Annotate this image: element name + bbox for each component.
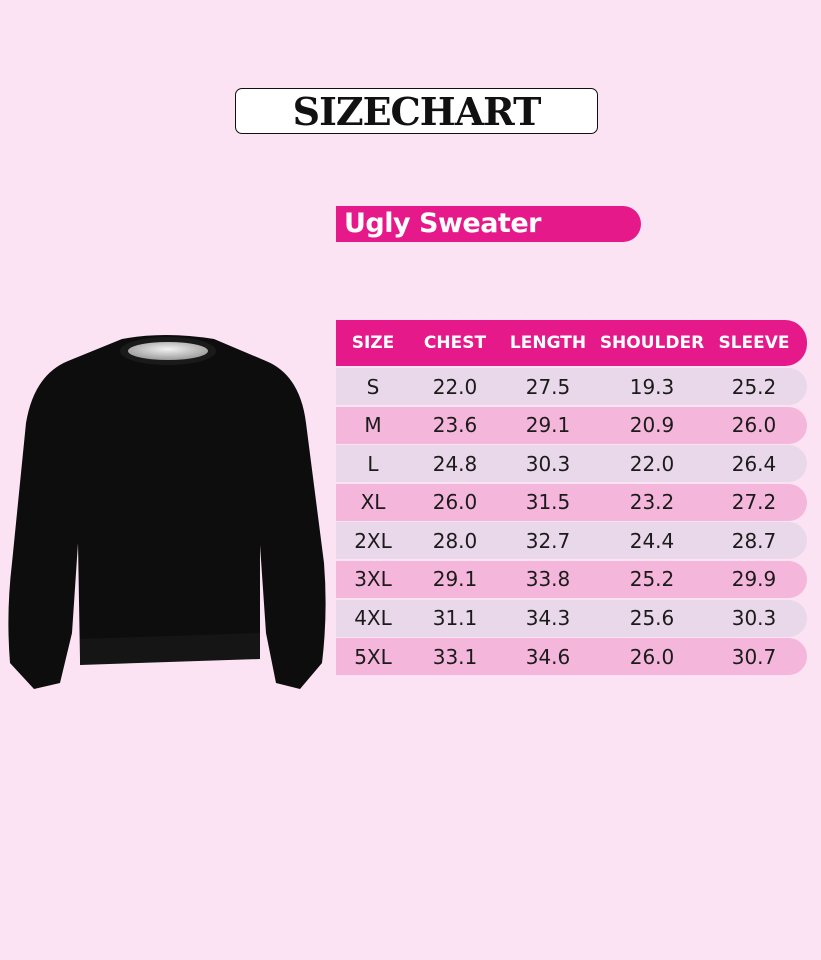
table-cell: 20.9 [629,413,675,438]
table-cell: 25.6 [629,606,675,631]
table-cell: 29.1 [525,413,571,438]
table-cell: 24.8 [432,451,478,476]
table-cell: 31.5 [525,490,571,515]
header-shoulder: SHOULDER [599,333,705,353]
table-cell: 34.3 [525,606,571,631]
table-row: 4XL 31.1 34.3 25.6 30.3 [336,599,807,637]
table-cell: 23.6 [432,413,478,438]
black-sweater-image [8,335,326,689]
table-cell: 27.5 [525,374,571,399]
table-row: S 22.0 27.5 19.3 25.2 [336,368,807,405]
table-cell: 5XL [354,644,392,669]
table-row: L 24.8 30.3 22.0 26.4 [336,445,807,483]
table-row: 3XL 29.1 33.8 25.2 29.9 [336,560,807,598]
table-cell: 25.2 [629,567,675,592]
title-text: SIZECHART [292,88,542,134]
table-cell: 32.7 [525,528,571,553]
table-cell: 25.2 [731,374,777,399]
table-cell: 19.3 [629,374,675,399]
table-row: 2XL 28.0 32.7 24.4 28.7 [336,522,807,560]
table-cell: 3XL [354,567,392,592]
header-sleeve: SLEEVE [718,333,790,353]
table-cell: 22.0 [432,374,478,399]
table-cell: 24.4 [629,528,675,553]
size-chart-title: SIZECHART [235,88,598,134]
table-cell: M [364,413,382,438]
table-row: 5XL 33.1 34.6 26.0 30.7 [336,638,807,676]
table-cell: 27.2 [731,490,777,515]
table-cell: 2XL [354,528,392,553]
table-cell: 22.0 [629,451,675,476]
table-cell: 23.2 [629,490,675,515]
table-cell: 34.6 [525,644,571,669]
table-cell: 28.0 [432,528,478,553]
product-label: Ugly Sweater [336,206,641,242]
table-cell: 26.0 [629,644,675,669]
header-size: SIZE [351,333,395,353]
table-row: XL 26.0 31.5 23.2 27.2 [336,483,807,521]
table-cell: 29.9 [731,567,777,592]
table-header-row: SIZE CHEST LENGTH SHOULDER SLEEVE [336,320,807,366]
table-cell: XL [360,490,386,515]
table-cell: 26.4 [731,451,777,476]
table-row: M 23.6 29.1 20.9 26.0 [336,406,807,444]
header-length: LENGTH [509,333,587,353]
table-cell: 4XL [354,606,392,631]
table-cell: 33.1 [432,644,478,669]
table-cell: 29.1 [432,567,478,592]
table-cell: 33.8 [525,567,571,592]
table-cell: 28.7 [731,528,777,553]
header-chest: CHEST [423,333,487,353]
table-cell: 31.1 [432,606,478,631]
table-cell: 30.3 [525,451,571,476]
size-table: SIZE CHEST LENGTH SHOULDER SLEEVE S 22.0 2… [336,320,807,677]
table-cell: S [366,374,380,399]
table-cell: 26.0 [731,413,777,438]
table-cell: 30.7 [731,644,777,669]
table-cell: L [367,451,379,476]
table-cell: 26.0 [432,490,478,515]
table-cell: 30.3 [731,606,777,631]
